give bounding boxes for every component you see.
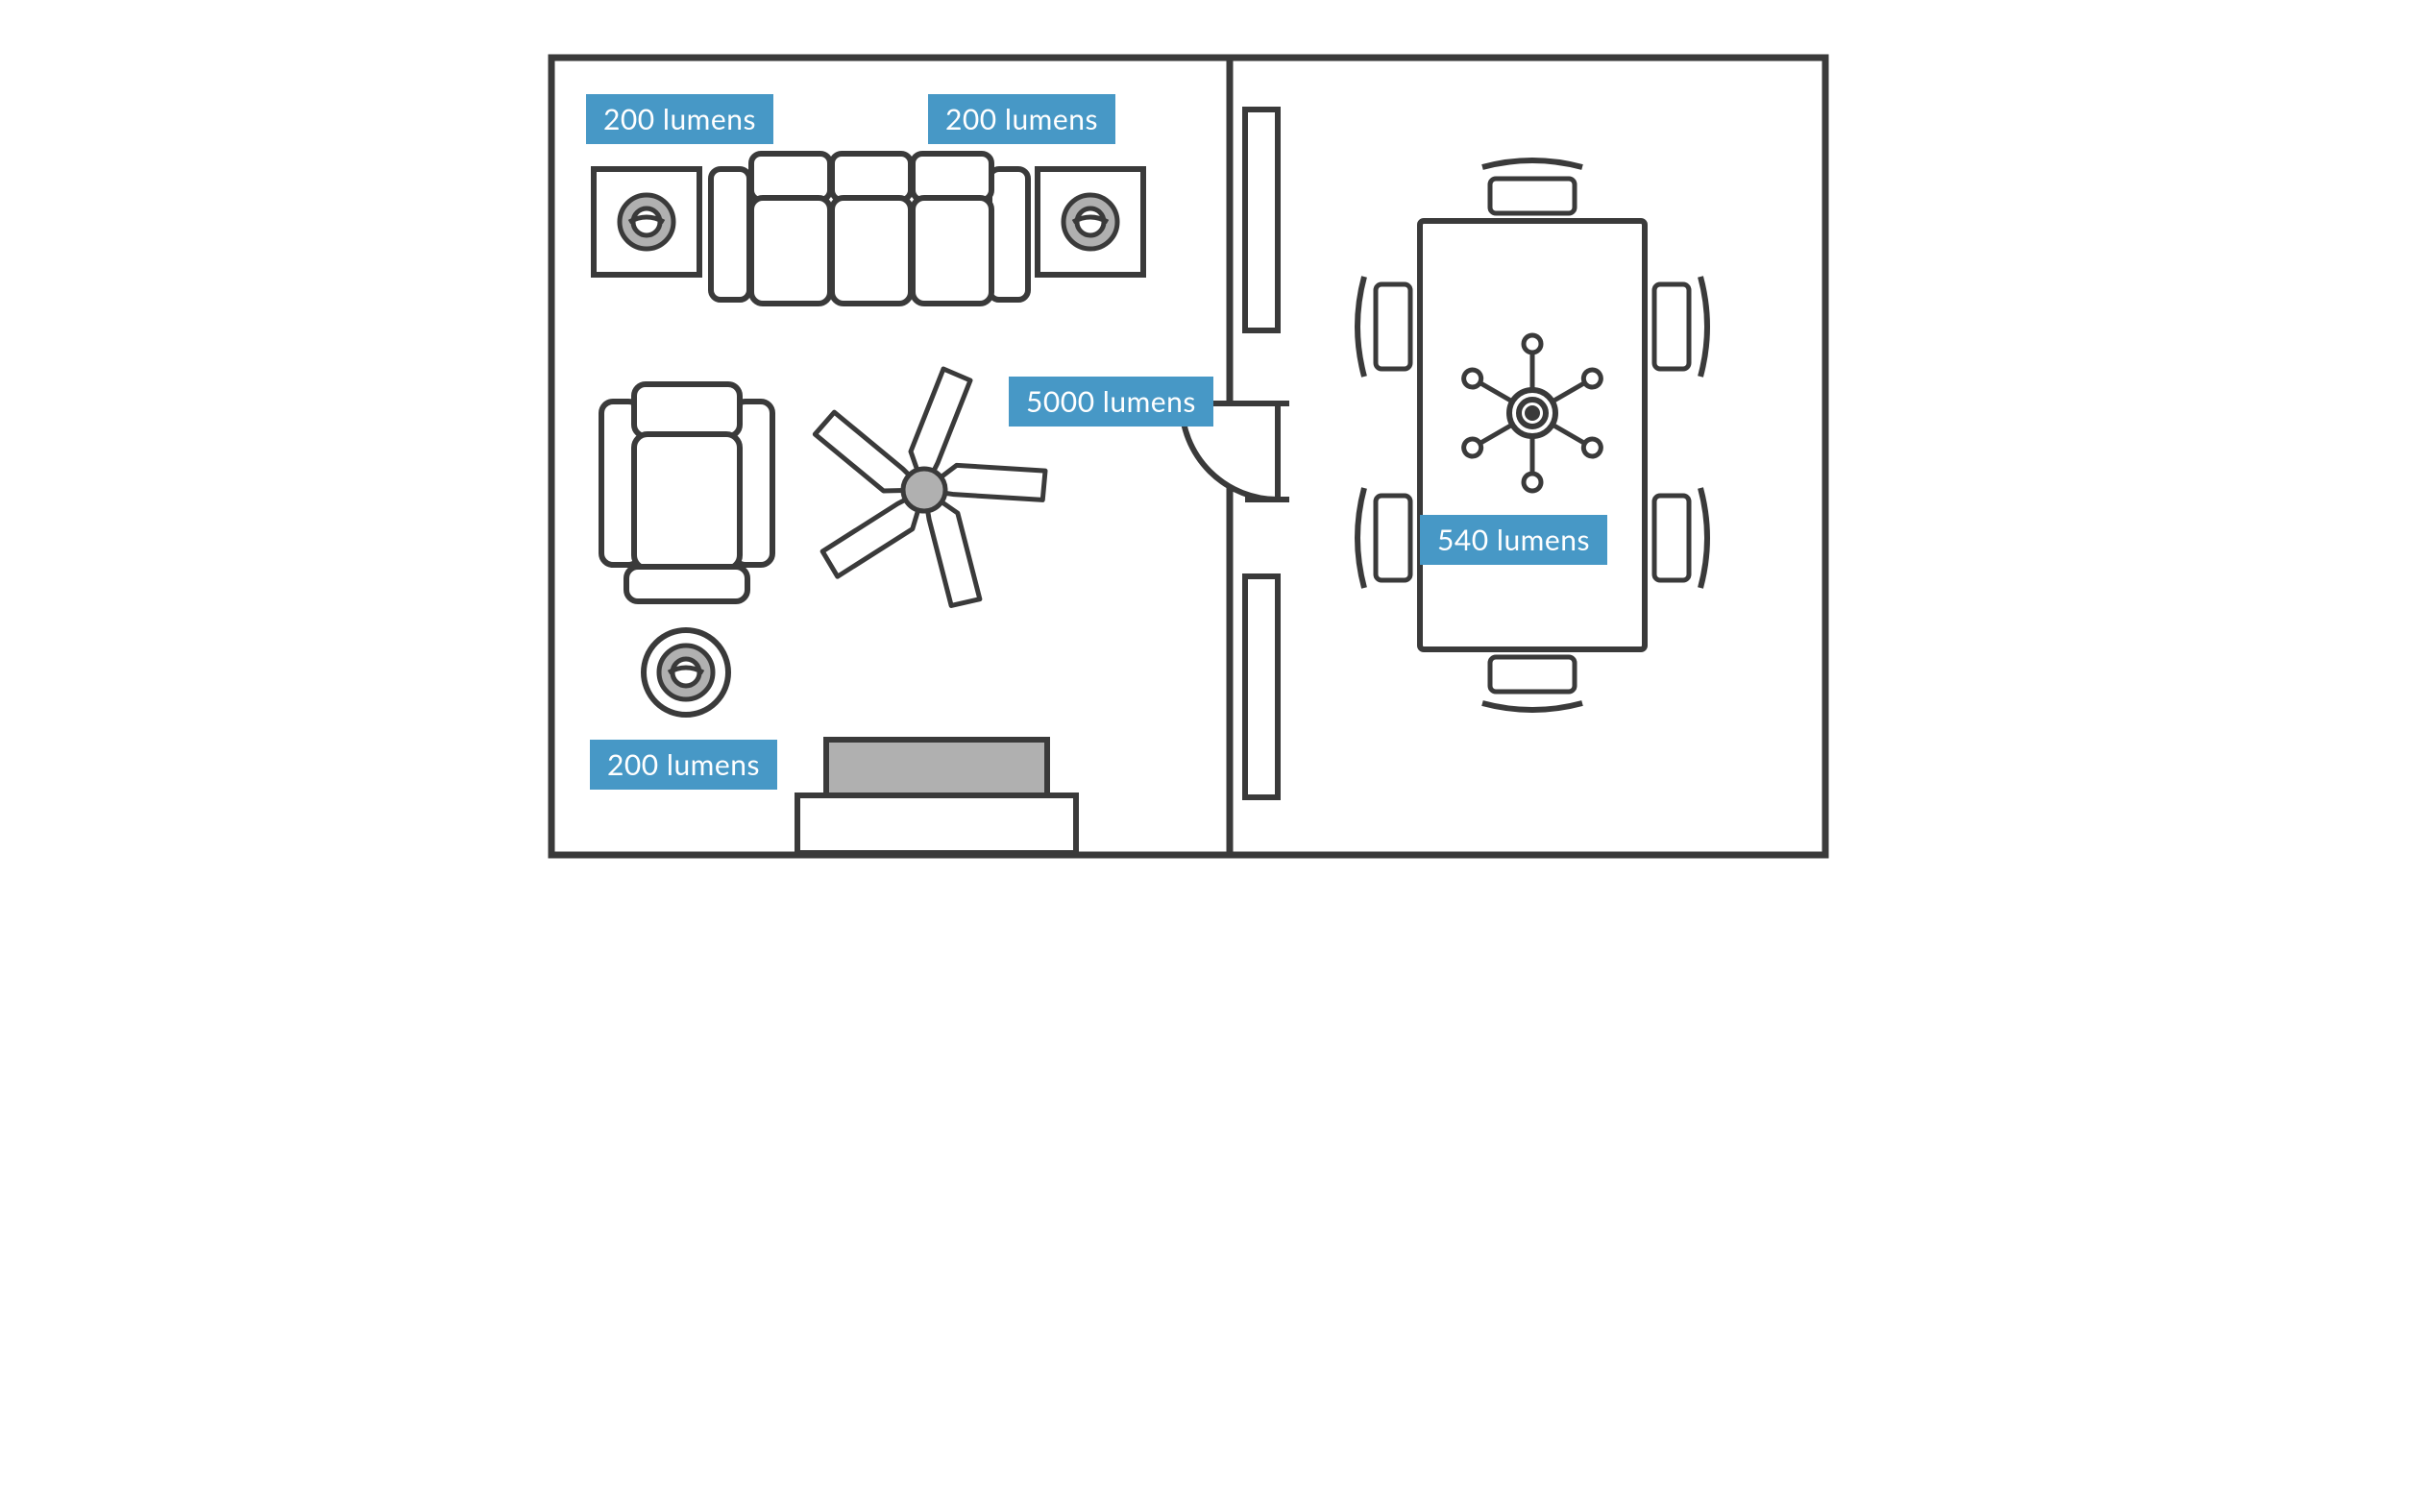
sofa (711, 154, 1028, 304)
badge-fan: 5000 lumens (1009, 377, 1213, 427)
badge-chandelier: 540 lumens (1420, 515, 1607, 565)
badge-lamp-top-right: 200 lumens (928, 94, 1115, 144)
badge-lamp-top-left: 200 lumens (586, 94, 773, 144)
doorway (1182, 110, 1289, 797)
side-table-right (1038, 169, 1143, 275)
badge-lamp-bottom: 200 lumens (590, 740, 777, 790)
side-table-left (594, 169, 699, 275)
fireplace (797, 740, 1076, 853)
dining-table (1420, 221, 1645, 649)
floor-lamp (644, 630, 728, 715)
floorplan-diagram: 200 lumens 200 lumens 5000 lumens 200 lu… (490, 0, 1931, 903)
armchair (601, 384, 772, 601)
